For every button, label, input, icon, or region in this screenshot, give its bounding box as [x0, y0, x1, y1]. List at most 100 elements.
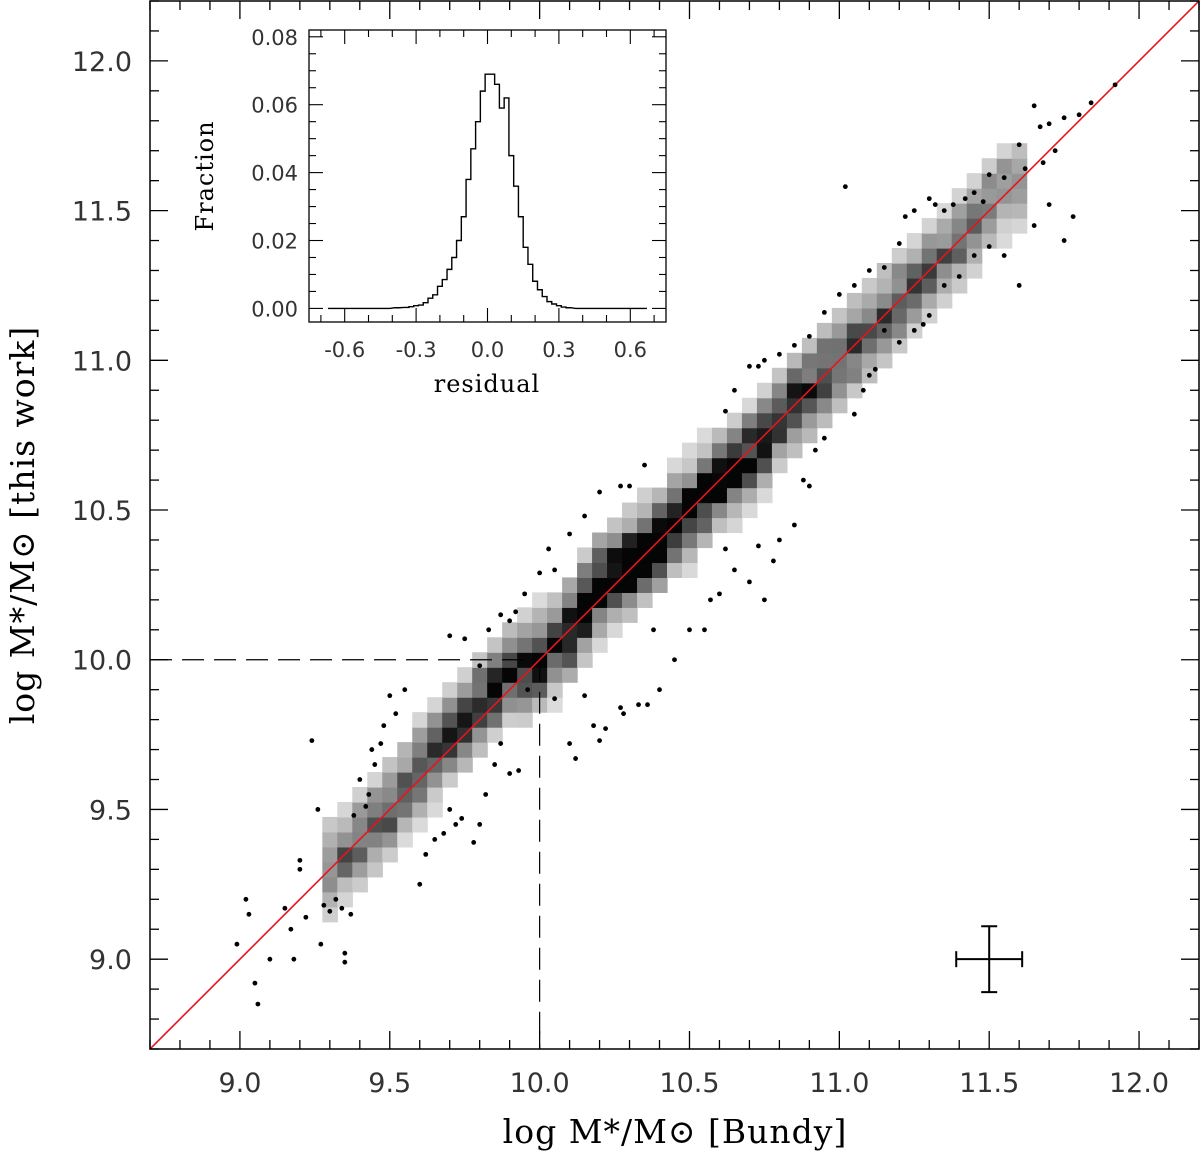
density-cell [921, 218, 938, 234]
data-point [402, 687, 408, 693]
y-tick-label: 11.5 [72, 197, 132, 228]
density-cell [607, 622, 623, 638]
density-cell [741, 427, 758, 444]
density-cell [607, 532, 623, 549]
data-point [513, 609, 519, 615]
density-cell [741, 472, 758, 489]
data-point [366, 792, 372, 797]
density-cell [607, 547, 623, 564]
density-cell [876, 337, 893, 354]
data-point [812, 447, 818, 453]
x-tick-label: 9.5 [368, 1068, 411, 1099]
data-point [357, 777, 363, 782]
density-cell [397, 772, 413, 788]
density-cell [652, 517, 668, 534]
data-point [597, 489, 602, 495]
data-point [552, 567, 558, 573]
density-cell [337, 861, 353, 878]
data-point [342, 959, 348, 965]
density-cell [367, 831, 383, 848]
data-point [881, 327, 887, 333]
density-cell [487, 682, 503, 698]
one-to-one-line [150, 1, 1199, 1049]
density-cell [412, 787, 428, 803]
density-cell [996, 158, 1013, 174]
x-tick-label: 10.5 [659, 1068, 719, 1099]
data-point [333, 896, 339, 902]
data-point [756, 543, 761, 549]
density-cell [726, 472, 743, 489]
data-point [567, 741, 572, 746]
data-point [732, 567, 737, 573]
density-cell [981, 158, 998, 174]
density-cell [951, 203, 968, 219]
density-cell [637, 517, 653, 534]
density-cell [622, 502, 638, 519]
density-cell [367, 772, 383, 788]
data-point [477, 663, 483, 669]
density-cell [816, 322, 833, 339]
density-cell [592, 577, 608, 593]
density-cell [337, 891, 353, 908]
data-point [723, 546, 728, 552]
density-cell [322, 876, 338, 893]
data-point [1016, 142, 1022, 148]
inset-background [309, 30, 666, 322]
density-cell [412, 801, 428, 818]
density-cell [622, 547, 638, 564]
data-point [708, 597, 713, 603]
density-cell [696, 517, 713, 534]
density-cell [517, 652, 533, 668]
density-cell [831, 307, 848, 324]
data-point [723, 408, 728, 414]
data-point [441, 831, 447, 836]
density-cell [711, 457, 728, 474]
data-point [866, 268, 872, 273]
data-point [926, 196, 932, 202]
density-cell [681, 532, 698, 549]
density-cell [502, 622, 518, 638]
inset-y-tick-labels: 0.00 0.02 0.04 0.06 0.08 [251, 26, 298, 322]
inset-axis-ticks [309, 30, 666, 322]
density-cell [831, 397, 848, 414]
data-point [842, 184, 848, 190]
density-cell [936, 233, 953, 249]
data-point [303, 914, 309, 920]
density-cell [487, 727, 503, 743]
data-point [423, 851, 429, 857]
density-cell [637, 532, 653, 549]
residual-histogram-inset: -0.6 -0.3 0.0 0.3 0.6 0.00 0.02 0.04 0.06 0.08 r… [191, 26, 667, 398]
density-cell [547, 652, 563, 668]
x-tick-label: 11.5 [959, 1068, 1019, 1099]
data-point [486, 627, 492, 633]
density-cell [741, 457, 758, 474]
data-point [821, 435, 827, 441]
data-point [926, 313, 932, 318]
density-cell [996, 203, 1013, 219]
data-point [1046, 121, 1052, 127]
density-cell [786, 382, 803, 399]
density-cell [801, 427, 818, 444]
density-cell [637, 592, 653, 608]
density-cell [1011, 188, 1028, 204]
data-point [309, 738, 315, 743]
density-cell [996, 218, 1013, 234]
density-cell [966, 173, 983, 189]
density-cell [622, 607, 638, 623]
data-point [881, 265, 887, 270]
data-point [636, 702, 641, 708]
density-cell [652, 577, 668, 593]
data-point [618, 483, 623, 489]
data-point [821, 310, 827, 315]
density-cell [352, 787, 368, 803]
data-point [962, 196, 968, 202]
data-point [339, 905, 345, 911]
density-cell [891, 322, 908, 339]
inset-x-tick-labels: -0.6 -0.3 0.0 0.3 0.6 [324, 338, 647, 362]
density-cell [547, 697, 563, 713]
data-point [756, 363, 761, 369]
density-cell [652, 502, 668, 519]
density-cell [831, 337, 848, 354]
density-cell [1011, 218, 1028, 234]
density-cell [532, 592, 548, 608]
